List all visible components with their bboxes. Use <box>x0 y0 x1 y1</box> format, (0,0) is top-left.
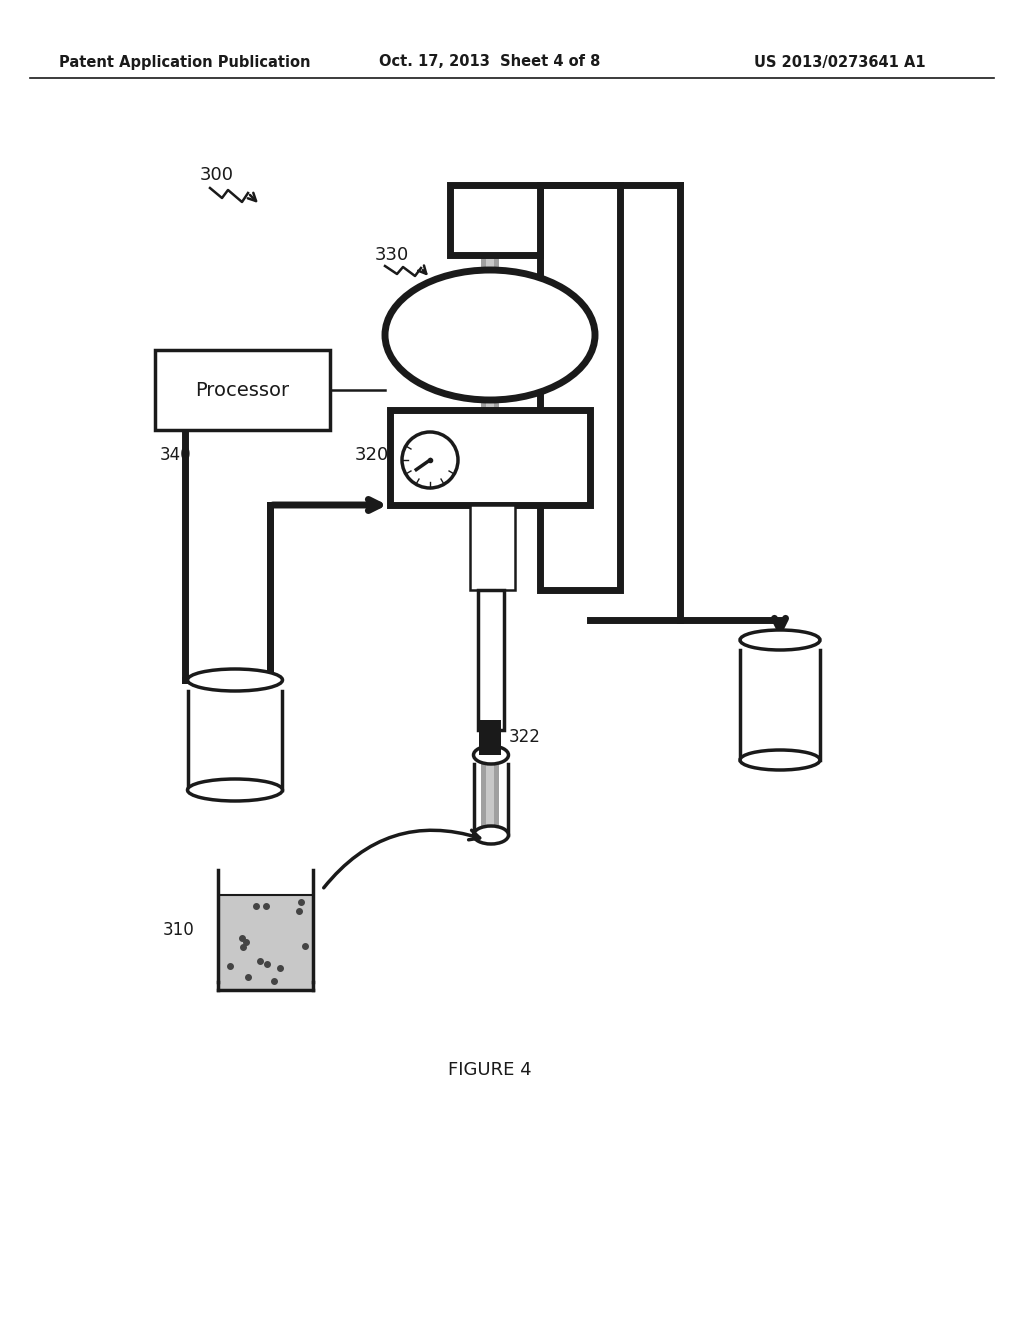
Bar <box>155 350 330 430</box>
Bar <box>219 895 312 990</box>
Bar <box>478 590 504 730</box>
Ellipse shape <box>473 746 509 764</box>
Text: 330: 330 <box>375 246 410 264</box>
Bar <box>470 506 515 590</box>
Ellipse shape <box>187 779 283 801</box>
Text: 300: 300 <box>200 166 234 183</box>
Text: 322: 322 <box>509 729 541 746</box>
Bar <box>486 185 494 830</box>
Text: 340: 340 <box>160 446 191 465</box>
Text: 310: 310 <box>163 921 195 939</box>
Ellipse shape <box>187 669 283 690</box>
Text: US 2013/0273641 A1: US 2013/0273641 A1 <box>755 54 926 70</box>
Ellipse shape <box>740 630 820 649</box>
Bar <box>540 185 620 590</box>
Text: 320: 320 <box>355 446 389 465</box>
Bar <box>479 719 501 755</box>
Bar <box>481 185 499 830</box>
Bar <box>480 590 502 730</box>
Text: Processor: Processor <box>195 380 289 400</box>
Bar <box>390 411 590 506</box>
Text: FIGURE 4: FIGURE 4 <box>449 1061 531 1078</box>
Ellipse shape <box>473 826 509 843</box>
Ellipse shape <box>385 271 595 400</box>
Bar <box>450 185 540 255</box>
Text: Oct. 17, 2013  Sheet 4 of 8: Oct. 17, 2013 Sheet 4 of 8 <box>379 54 601 70</box>
Circle shape <box>402 432 458 488</box>
Text: Patent Application Publication: Patent Application Publication <box>59 54 310 70</box>
Ellipse shape <box>740 750 820 770</box>
FancyArrowPatch shape <box>324 830 479 888</box>
